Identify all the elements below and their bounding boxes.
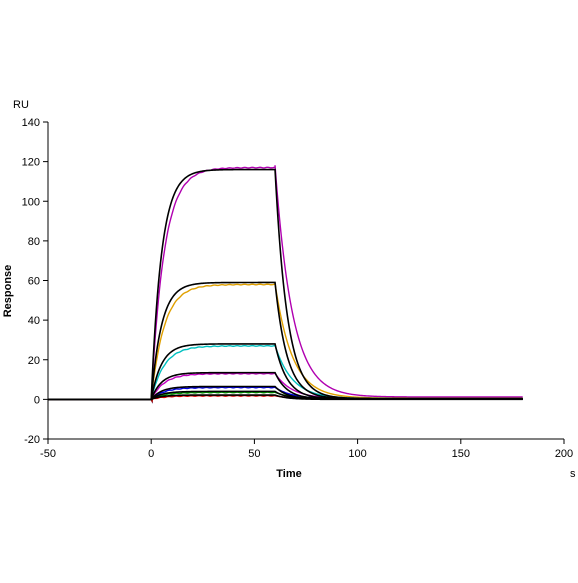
x-unit-label: s — [570, 468, 576, 480]
y-tick-label: 120 — [22, 157, 40, 169]
y-tick-label: 140 — [22, 117, 40, 129]
y-unit-label: RU — [13, 99, 29, 111]
x-tick-label: 0 — [148, 448, 154, 460]
measured-curve — [48, 165, 523, 402]
y-tick-label: 20 — [28, 355, 40, 367]
fit-curve — [48, 168, 523, 401]
y-tick-label: 100 — [22, 196, 40, 208]
series-layer — [48, 165, 523, 404]
x-tick-label: 100 — [348, 448, 366, 460]
x-tick-label: 200 — [555, 448, 573, 460]
fit-curve — [48, 394, 523, 401]
x-tick-label: -50 — [40, 448, 56, 460]
x-axis-title: Time — [276, 468, 301, 480]
y-tick-label: 0 — [34, 394, 40, 406]
x-tick-label: 150 — [452, 448, 470, 460]
y-tick-label: 80 — [28, 236, 40, 248]
y-tick-label: 40 — [28, 315, 40, 327]
x-tick-label: 50 — [248, 448, 260, 460]
axes: -20 0 20 40 60 80 100 120 140 -50 0 50 100 150 200 — [22, 117, 574, 460]
y-tick-label: 60 — [28, 276, 40, 288]
y-tick-label: -20 — [24, 434, 40, 446]
y-axis-title: Response — [2, 265, 14, 318]
